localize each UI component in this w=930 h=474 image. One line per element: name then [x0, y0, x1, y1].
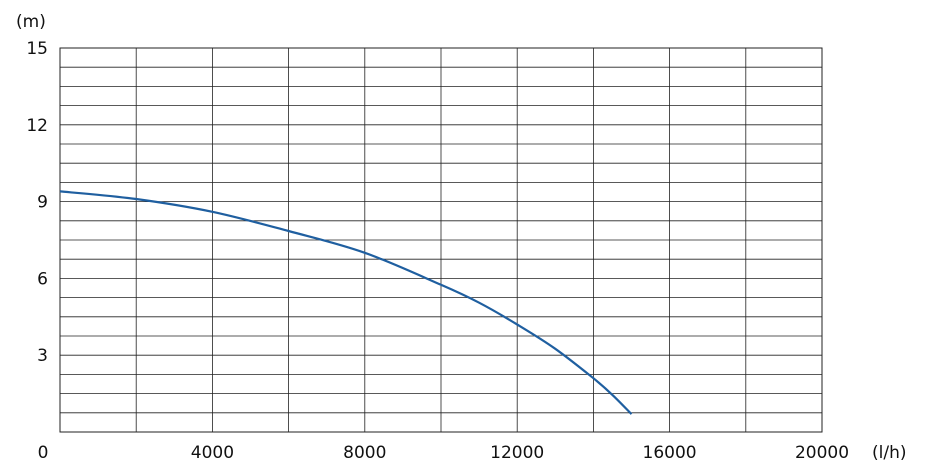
plot-frame [59, 47, 823, 433]
y-tick-label: 15 [26, 39, 48, 59]
y-tick-label: 12 [26, 116, 48, 136]
y-tick-label: 6 [37, 269, 48, 289]
y-axis-ticks: 3 6 9 12 15 [26, 39, 48, 366]
x-axis-ticks: 0 4000 8000 12000 16000 20000 [38, 443, 849, 463]
x-tick-label: 20000 [795, 443, 849, 463]
series-line [59, 190, 633, 415]
x-axis-unit-label: (l/h) [872, 443, 907, 463]
y-tick-label: 3 [37, 346, 48, 366]
y-axis-unit-label: (m) [16, 12, 46, 32]
x-tick-label: 8000 [343, 443, 386, 463]
y-tick-label: 9 [37, 193, 48, 213]
x-tick-label: 0 [38, 443, 49, 463]
x-tick-label: 16000 [643, 443, 697, 463]
x-tick-label: 12000 [490, 443, 544, 463]
x-tick-label: 4000 [191, 443, 234, 463]
grid [60, 48, 822, 432]
